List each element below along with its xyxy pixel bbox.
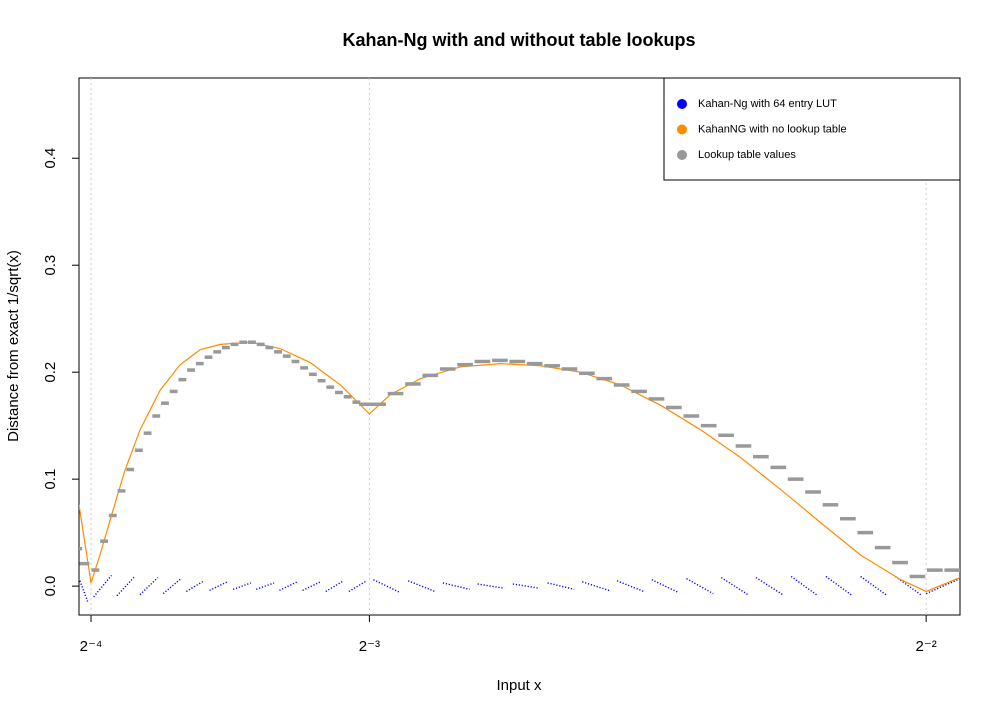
y-tick-label: 0.4 [42,148,59,169]
legend-swatch [677,124,687,135]
x-tick-label: 2⁻⁴ [80,638,103,655]
plot-area [79,340,960,603]
x-tick-label: 2⁻³ [359,638,380,655]
legend-swatch [677,150,687,160]
plot-frame [78,77,961,616]
series-line [79,574,960,603]
y-axis-label: Distance from exact 1/sqrt(x) [5,250,22,442]
x-tick-label: 2⁻² [916,638,937,655]
y-tick-label: 0.0 [42,576,59,597]
legend-label: KahanNG with no lookup table [698,123,847,135]
x-axis-label: Input x [496,677,542,694]
legend-label: Lookup table values [698,149,796,161]
legend-swatch [677,99,687,109]
chart-title: Kahan-Ng with and without table lookups [343,30,696,50]
series-line [79,341,960,593]
y-tick-label: 0.1 [42,469,59,490]
y-tick-label: 0.3 [42,255,59,276]
legend-label: Kahan-Ng with 64 entry LUT [698,98,837,110]
legend-box [663,77,961,181]
y-tick-label: 0.2 [42,362,59,383]
